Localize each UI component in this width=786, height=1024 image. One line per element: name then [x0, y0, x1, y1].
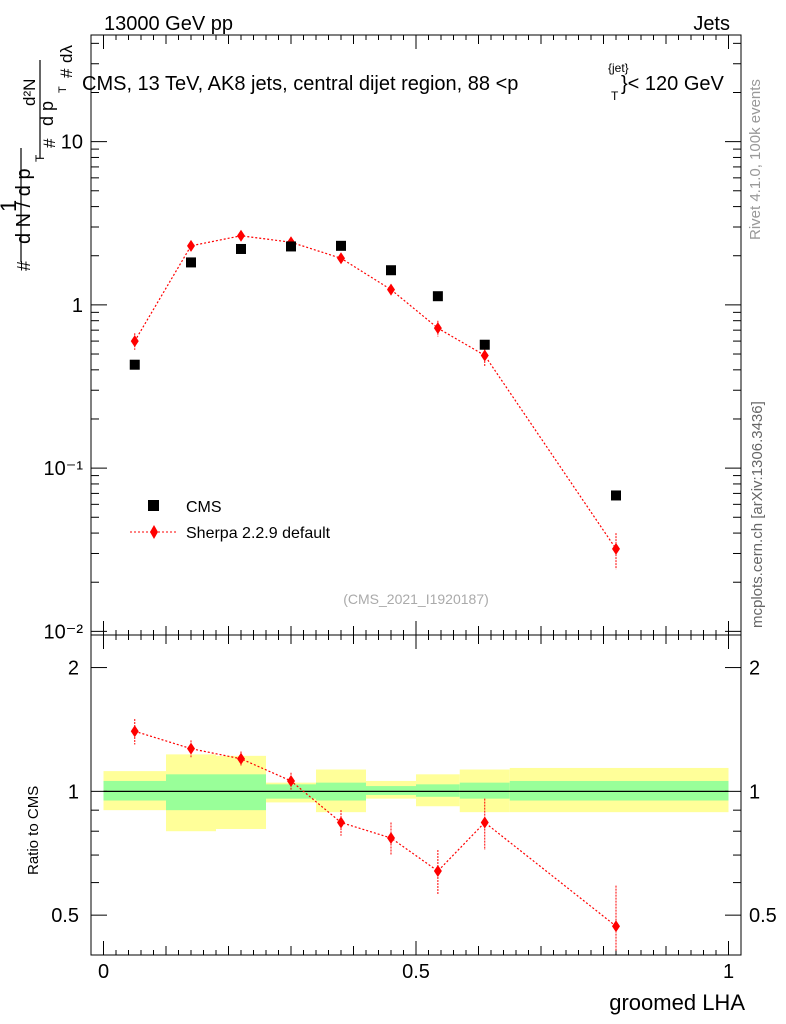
ratio-y-tick-label-right: 0.5 — [749, 905, 777, 927]
y-axis-label-ratio: Ratio to CMS — [25, 786, 42, 875]
legend-mc-marker — [150, 525, 158, 539]
ratio-band-inner — [103, 780, 166, 801]
ratio-band-inner — [366, 786, 416, 795]
title-superscript: {jet} — [608, 61, 629, 75]
cms-data-point — [479, 339, 490, 350]
ratio-uncertainty-bands — [103, 754, 729, 832]
mc-ratio-point — [237, 752, 245, 765]
main-y-tick-label: 10⁻² — [44, 621, 84, 643]
mc-main-point — [187, 239, 195, 252]
ylabel-hash-1: # — [14, 261, 34, 271]
ylabel-den: d N / d p — [13, 168, 35, 244]
mc-main-point — [433, 322, 442, 335]
x-axis-label: groomed LHA — [609, 990, 745, 1015]
ylabel-one: 1 — [0, 200, 21, 212]
ratio-y-tick-label: 2 — [68, 658, 79, 680]
x-tick-label: 1 — [723, 961, 734, 983]
main-frame — [90, 34, 742, 636]
mc-ratio-point — [433, 865, 442, 878]
legend-cms-label: CMS — [186, 499, 222, 516]
legend-mc-label: Sherpa 2.2.9 default — [186, 525, 331, 542]
main-y-tick-label: 10 — [61, 132, 83, 154]
y-axis-label-main: # d N / d p T 1 # d p T d²N # dλ — [0, 45, 76, 271]
title-end: }< 120 GeV — [621, 73, 725, 95]
ratio-band-inner — [416, 784, 460, 797]
ratio-band-inner — [459, 782, 510, 799]
mc-main-point — [387, 283, 395, 296]
mc-ratio-point — [387, 832, 395, 845]
mc-ratio-point — [612, 920, 620, 933]
main-title: CMS, 13 TeV, AK8 jets, central dijet reg… — [82, 61, 725, 103]
mc-ratio-point — [287, 774, 295, 787]
main-y-tick-label: 1 — [72, 295, 83, 317]
x-tick-label: 0 — [98, 961, 109, 983]
ratio-band-inner — [166, 774, 216, 811]
main-y-tick-label: 10⁻¹ — [44, 458, 84, 480]
title-text: CMS, 13 TeV, AK8 jets, central dijet reg… — [82, 73, 518, 95]
ylabel-hash-2: # — [40, 138, 59, 148]
mc-main-point — [130, 335, 139, 348]
cms-data-point — [432, 291, 443, 302]
ylabel-dpt: d p — [37, 101, 57, 126]
ylabel-hash-3: # — [57, 68, 76, 78]
mcplots-label: mcplots.cern.ch [arXiv:1306.3436] — [749, 401, 766, 628]
ratio-marks — [130, 718, 620, 951]
cms-data-point — [336, 240, 346, 251]
main-marks — [129, 229, 621, 570]
mc-ratio-point — [130, 725, 139, 738]
cms-data-point — [186, 257, 196, 268]
cms-data-point — [129, 359, 140, 370]
ratio-y-tick-label: 0.5 — [51, 905, 79, 927]
title-subscript: T — [611, 89, 619, 103]
mc-main-point — [480, 349, 489, 362]
mc-ratio-point — [480, 816, 489, 829]
cms-data-point — [286, 241, 296, 252]
mc-main-point — [337, 252, 345, 265]
header-energy: 13000 GeV pp — [104, 13, 233, 35]
legend: CMS Sherpa 2.2.9 default — [130, 499, 331, 542]
cms-data-point — [236, 243, 246, 254]
ratio-band-inner — [509, 780, 729, 801]
cms-data-point — [611, 490, 621, 501]
ylabel-d2n: d²N — [20, 79, 39, 106]
ylabel-dlambda: dλ — [57, 45, 76, 63]
x-tick-label: 0.5 — [402, 961, 430, 983]
mc-ratio-point — [187, 742, 195, 755]
mc-main-point — [612, 542, 620, 555]
ratio-y-tick-label: 1 — [68, 781, 79, 803]
legend-cms-marker — [148, 500, 159, 511]
ratio-y-tick-label-right: 1 — [749, 781, 760, 803]
cms-data-point — [386, 265, 396, 276]
ratio-axes: 0 0.5 1 0.5 0.5 1 1 2 2 — [51, 634, 777, 983]
main-axes: 10⁻² 10⁻¹ 1 10 — [44, 34, 742, 643]
ratio-band-inner — [216, 774, 266, 811]
ylabel-dpt-sub: T — [57, 86, 69, 93]
ratio-y-tick-label-right: 2 — [749, 658, 760, 680]
analysis-watermark: (CMS_2021_I1920187) — [343, 591, 489, 607]
header-process: Jets — [693, 13, 730, 35]
rivet-label: Rivet 4.1.0, 100k events — [747, 79, 764, 240]
mc-ratio-point — [337, 816, 345, 829]
mc-main-point — [237, 229, 245, 242]
